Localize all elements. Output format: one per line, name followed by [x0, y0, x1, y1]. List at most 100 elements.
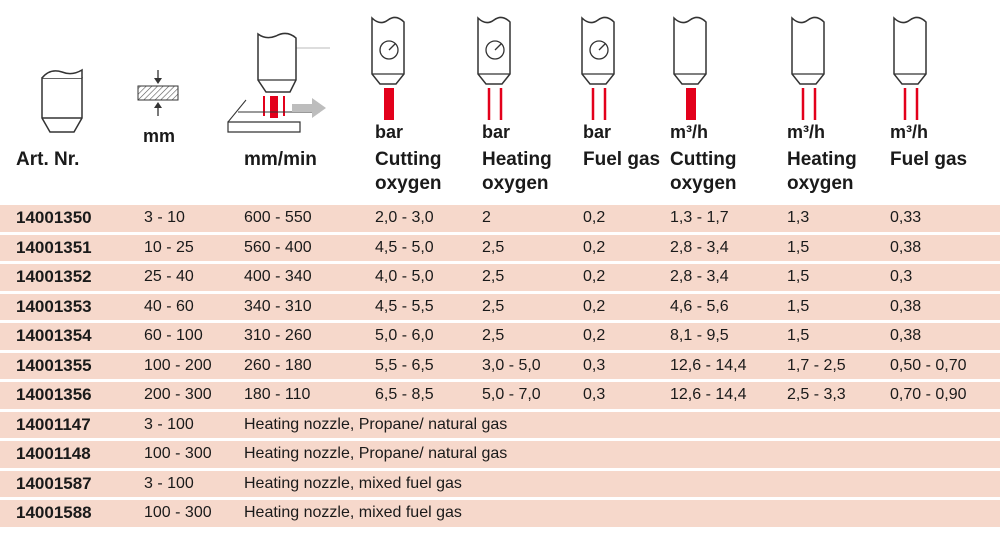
- cell-thickness: 25 - 40: [144, 268, 194, 285]
- cell-fuel-bar: 0,2: [583, 209, 606, 226]
- table-row: 14001147 3 - 100 Heating nozzle, Propane…: [0, 411, 1000, 438]
- cell-cutting-bar: 6,5 - 8,5: [375, 386, 434, 403]
- cell-art-nr: 14001354: [16, 326, 92, 345]
- unit-bar-cutting: bar: [375, 122, 404, 142]
- cell-art-nr: 14001352: [16, 267, 92, 286]
- cell-thickness: 3 - 10: [144, 209, 185, 226]
- unit-flow-cutting: m³/h: [670, 122, 708, 142]
- table-row: 14001351 10 - 25 560 - 400 4,5 - 5,0 2,5…: [0, 234, 1000, 261]
- header-heating-oxygen-flow: Heating oxygen: [787, 149, 857, 194]
- cell-thickness: 100 - 300: [144, 445, 212, 462]
- fuel-gas-gauge-icon: [581, 16, 615, 120]
- cell-speed: 600 - 550: [244, 209, 312, 226]
- cell-art-nr: 14001587: [16, 473, 92, 493]
- cell-fuel-flow: 0,38: [890, 297, 922, 315]
- column-headers: Art. Nr. mm/min Cutting oxygen Heating o…: [0, 148, 1000, 200]
- cell-fuel-bar: 0,2: [583, 268, 606, 285]
- table-row: 14001587 3 - 100 Heating nozzle, mixed f…: [0, 470, 1000, 497]
- cell-cutting-bar: 4,0 - 5,0: [375, 268, 434, 285]
- header-fuel-gas: Fuel gas: [583, 149, 661, 170]
- cell-cutting-flow: 12,6 - 14,4: [670, 386, 747, 403]
- cell-description: Heating nozzle, Propane/ natural gas: [244, 415, 508, 433]
- cell-cutting-flow: 4,6 - 5,6: [670, 297, 729, 315]
- cell-heating-flow: 1,5: [787, 238, 810, 256]
- cell-heating-bar: 3,0 - 5,0: [482, 356, 541, 374]
- cell-heating-bar: 2,5: [482, 268, 505, 285]
- cutting-oxygen-flow-icon: [673, 16, 707, 120]
- table-row: 14001588 100 - 300 Heating nozzle, mixed…: [0, 500, 1000, 527]
- cell-cutting-flow: 2,8 - 3,4: [670, 268, 729, 285]
- cell-heating-flow: 1,7 - 2,5: [787, 356, 846, 374]
- cell-thickness: 100 - 300: [144, 504, 212, 521]
- cell-speed: 180 - 110: [244, 386, 311, 403]
- material-thickness-icon: [137, 70, 179, 116]
- cutting-oxygen-gauge-icon: [371, 16, 405, 120]
- cell-heating-bar: 2: [482, 209, 491, 226]
- cell-fuel-flow: 0,33: [890, 209, 922, 226]
- cell-art-nr: 14001355: [16, 355, 92, 375]
- cell-art-nr: 14001353: [16, 296, 92, 316]
- unit-mm: mm: [143, 126, 176, 146]
- cell-fuel-bar: 0,2: [583, 238, 606, 256]
- cell-cutting-bar: 2,0 - 3,0: [375, 209, 434, 226]
- cell-fuel-flow: 0,50 - 0,70: [890, 356, 967, 374]
- cell-cutting-flow: 2,8 - 3,4: [670, 238, 729, 256]
- cell-art-nr: 14001147: [16, 414, 91, 434]
- table-row: 14001353 40 - 60 340 - 310 4,5 - 5,5 2,5…: [0, 293, 1000, 320]
- cell-art-nr: 14001588: [16, 503, 92, 522]
- unit-flow-heating: m³/h: [787, 122, 825, 142]
- table-row: 14001354 60 - 100 310 - 260 5,0 - 6,0 2,…: [0, 323, 1000, 350]
- unit-bar-fuel: bar: [583, 122, 612, 142]
- cell-cutting-flow: 8,1 - 9,5: [670, 327, 729, 344]
- header-fuel-gas-flow: Fuel gas: [890, 149, 968, 170]
- cell-fuel-bar: 0,3: [583, 356, 606, 374]
- cell-cutting-flow: 1,3 - 1,7: [670, 209, 729, 226]
- column-icons: [41, 16, 927, 133]
- cell-speed: 560 - 400: [244, 238, 312, 256]
- cell-thickness: 60 - 100: [144, 327, 203, 344]
- cell-speed: 340 - 310: [244, 297, 312, 315]
- cell-heating-bar: 2,5: [482, 297, 505, 315]
- cell-cutting-flow: 12,6 - 14,4: [670, 356, 747, 374]
- header-speed: mm/min: [244, 149, 317, 170]
- cell-speed: 400 - 340: [244, 268, 312, 285]
- cell-cutting-bar: 5,0 - 6,0: [375, 327, 434, 344]
- cell-fuel-flow: 0,70 - 0,90: [890, 386, 967, 403]
- table-row: 14001356 200 - 300 180 - 110 6,5 - 8,5 5…: [0, 382, 1000, 409]
- cell-art-nr: 14001351: [16, 237, 92, 257]
- cell-cutting-bar: 4,5 - 5,5: [375, 297, 434, 315]
- cell-fuel-flow: 0,38: [890, 238, 922, 256]
- cell-thickness: 3 - 100: [144, 415, 194, 433]
- table-row: 14001350 3 - 10 600 - 550 2,0 - 3,0 2 0,…: [0, 205, 1000, 232]
- unit-bar-heating: bar: [482, 122, 511, 142]
- header-art-nr: Art. Nr.: [16, 149, 80, 170]
- nozzle-icon: [41, 68, 83, 133]
- cell-heating-flow: 1,5: [787, 327, 810, 344]
- cell-description: Heating nozzle, Propane/ natural gas: [244, 445, 508, 462]
- nozzle-table: 14001350 3 - 10 600 - 550 2,0 - 3,0 2 0,…: [0, 205, 1000, 527]
- cell-fuel-bar: 0,2: [583, 297, 606, 315]
- cell-description: Heating nozzle, mixed fuel gas: [244, 504, 462, 521]
- cutting-speed-icon: [227, 32, 330, 133]
- cell-thickness: 10 - 25: [144, 238, 194, 256]
- cell-heating-bar: 5,0 - 7,0: [482, 386, 541, 403]
- cell-fuel-flow: 0,3: [890, 268, 913, 285]
- cell-heating-flow: 1,3: [787, 209, 810, 226]
- cell-speed: 260 - 180: [244, 356, 312, 374]
- heating-oxygen-flow-icon: [791, 16, 825, 120]
- cell-heating-flow: 2,5 - 3,3: [787, 386, 846, 403]
- cell-heating-flow: 1,5: [787, 268, 810, 285]
- cell-heating-bar: 2,5: [482, 327, 505, 344]
- cell-cutting-bar: 5,5 - 6,5: [375, 356, 434, 374]
- cell-heating-bar: 2,5: [482, 238, 505, 256]
- heating-oxygen-gauge-icon: [477, 16, 511, 120]
- cell-art-nr: 14001350: [16, 208, 92, 227]
- table-row: 14001352 25 - 40 400 - 340 4,0 - 5,0 2,5…: [0, 264, 1000, 291]
- unit-flow-fuel: m³/h: [890, 122, 928, 142]
- cell-fuel-bar: 0,3: [583, 386, 606, 403]
- cell-art-nr: 14001356: [16, 385, 92, 404]
- header-cutting-oxygen-flow: Cutting oxygen: [670, 149, 737, 194]
- cell-art-nr: 14001148: [16, 444, 91, 463]
- table-row: 14001355 100 - 200 260 - 180 5,5 - 6,5 3…: [0, 352, 1000, 379]
- cell-heating-flow: 1,5: [787, 297, 810, 315]
